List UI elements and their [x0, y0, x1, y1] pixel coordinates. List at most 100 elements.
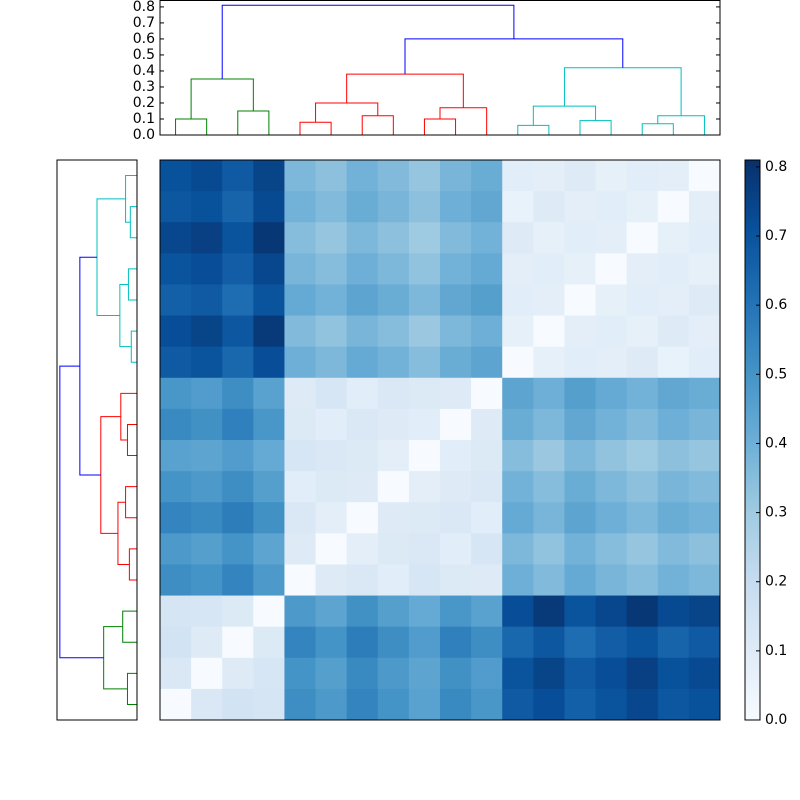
heatmap-cell — [595, 688, 628, 721]
heatmap-cell — [502, 657, 534, 690]
heatmap-cell — [626, 160, 659, 192]
heatmap-cell — [471, 564, 503, 597]
heatmap-cell — [440, 564, 472, 597]
heatmap-cell — [222, 564, 254, 597]
heatmap-cell — [284, 595, 317, 628]
heatmap-cell — [191, 222, 223, 254]
heatmap-cell — [315, 191, 348, 223]
heatmap-cell — [315, 657, 348, 690]
heatmap-cell — [253, 315, 285, 348]
heatmap-cell — [222, 533, 254, 565]
heatmap-cell — [533, 440, 565, 472]
colorbar-tick-label: 0.7 — [765, 228, 787, 244]
heatmap-cell — [564, 626, 597, 659]
heatmap-cell — [440, 160, 472, 192]
heatmap-cell — [346, 688, 379, 721]
heatmap-cell — [657, 626, 690, 659]
dendrogram-link — [404, 38, 624, 75]
heatmap-cell — [284, 688, 317, 721]
heatmap-cell — [595, 657, 628, 690]
heatmap-cell — [502, 346, 534, 379]
heatmap-cell — [688, 564, 721, 597]
heatmap-cell — [688, 471, 721, 503]
dendrogram-link — [59, 365, 104, 659]
heatmap-cell — [191, 346, 223, 379]
y-tick-label: 0.4 — [133, 63, 155, 79]
heatmap-cell — [284, 377, 317, 410]
heatmap-cell — [688, 408, 721, 441]
dendrogram-link — [119, 283, 132, 348]
heatmap-cell — [160, 595, 192, 628]
heatmap-cell — [191, 315, 223, 348]
heatmap-cell — [595, 284, 628, 317]
heatmap-cell — [688, 160, 721, 192]
y-tick-label: 0.0 — [133, 127, 155, 143]
heatmap-cell — [222, 595, 254, 628]
heatmap-cell — [502, 222, 534, 254]
heatmap-cell — [564, 222, 597, 254]
heatmap-cell — [315, 502, 348, 534]
heatmap-cell — [440, 222, 472, 254]
dendrogram-frame — [159, 0, 721, 136]
heatmap-cell — [595, 346, 628, 379]
dendrogram-link — [299, 121, 332, 135]
heatmap-cell — [284, 564, 317, 597]
heatmap-cell — [657, 595, 690, 628]
heatmap-cell — [440, 502, 472, 534]
heatmap-cell — [471, 502, 503, 534]
heatmap-cell — [533, 564, 565, 597]
heatmap-cell — [253, 657, 285, 690]
heatmap-cell — [191, 626, 223, 659]
heatmap-cell — [408, 595, 441, 628]
heatmap-cell — [222, 657, 254, 690]
heatmap-cell — [377, 657, 410, 690]
heatmap-cell — [191, 408, 223, 441]
dendrogram-link — [657, 115, 705, 135]
heatmap-cell — [595, 595, 628, 628]
heatmap-cell — [533, 408, 565, 441]
heatmap-cell — [626, 191, 659, 223]
heatmap-cell — [595, 222, 628, 254]
heatmap-cell — [160, 377, 192, 410]
heatmap-cell — [191, 595, 223, 628]
colorbar-tick-label: 0.3 — [765, 505, 787, 521]
heatmap-cell — [688, 626, 721, 659]
heatmap-cell — [408, 222, 441, 254]
heatmap-cell — [688, 253, 721, 285]
heatmap-cell — [564, 688, 597, 721]
heatmap-cell — [595, 253, 628, 285]
heatmap-cell — [191, 191, 223, 223]
dendrogram-link — [563, 67, 682, 116]
heatmap-cell — [657, 440, 690, 472]
heatmap-cell — [408, 533, 441, 565]
heatmap-cell — [595, 191, 628, 223]
heatmap-cell — [222, 626, 254, 659]
heatmap-cell — [657, 408, 690, 441]
y-tick-label: 0.7 — [133, 15, 155, 31]
heatmap-cell — [626, 377, 659, 410]
heatmap-cell — [408, 253, 441, 285]
heatmap-cell — [533, 346, 565, 379]
heatmap-cell — [377, 502, 410, 534]
heatmap-cell — [626, 502, 659, 534]
heatmap-cell — [440, 440, 472, 472]
heatmap-cell — [253, 626, 285, 659]
heatmap-cell — [284, 346, 317, 379]
heatmap-cell — [253, 471, 285, 503]
heatmap-cell — [471, 160, 503, 192]
dendrogram-link — [190, 78, 254, 119]
heatmap-cell — [533, 191, 565, 223]
heatmap-cell — [595, 315, 628, 348]
heatmap-cell — [315, 626, 348, 659]
heatmap-cell — [253, 191, 285, 223]
heatmap-cell — [502, 626, 534, 659]
dendrogram-link — [361, 115, 394, 135]
dendrogram-frame — [56, 159, 138, 721]
heatmap-cell — [191, 688, 223, 721]
heatmap-cell — [564, 502, 597, 534]
heatmap-cell — [564, 564, 597, 597]
heatmap-cell — [564, 657, 597, 690]
y-tick-label: 0.5 — [133, 47, 155, 63]
heatmap-cell — [284, 657, 317, 690]
heatmap-cell — [160, 626, 192, 659]
